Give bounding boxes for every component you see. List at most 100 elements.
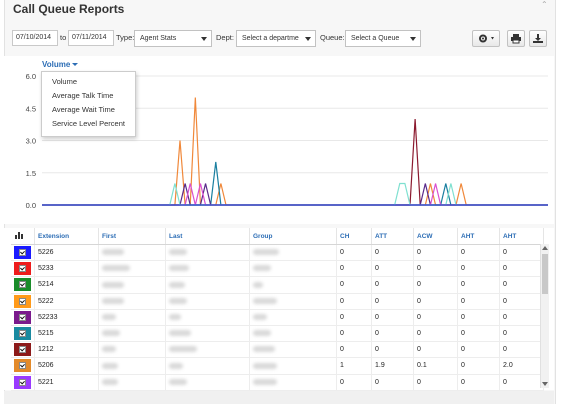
series-checkbox[interactable]	[19, 313, 26, 321]
table-row[interactable]: 5206 1 1.9 0.1 0 2.0	[11, 357, 544, 375]
dept-select[interactable]: Select a departme	[236, 30, 316, 47]
series-checkbox[interactable]	[19, 249, 26, 257]
print-button[interactable]	[507, 30, 525, 47]
table-row[interactable]: 1212 0 0 0 0 0	[11, 341, 544, 359]
metric-menu-item-volume[interactable]: Volume	[52, 77, 78, 86]
bottom-bar	[4, 391, 554, 404]
series-color-swatch[interactable]	[11, 341, 35, 359]
cell-group-redacted	[249, 260, 337, 278]
cell-last-redacted	[165, 260, 250, 278]
col-group[interactable]: Group	[249, 228, 337, 245]
cell-first-redacted	[98, 276, 166, 294]
cell-last-redacted	[165, 309, 250, 326]
series-color-swatch[interactable]	[11, 309, 35, 326]
cell-ch: 0	[336, 341, 372, 359]
table-row[interactable]: 5226 0 0 0 0 0	[11, 244, 544, 262]
series-color-swatch[interactable]	[11, 357, 35, 375]
cell-ch: 1	[336, 357, 372, 375]
metric-menu-item-avg-talk-time[interactable]: Average Talk Time	[52, 91, 114, 100]
series-checkbox[interactable]	[19, 330, 26, 338]
collapse-icon[interactable]: ⌃	[541, 0, 548, 9]
col-extension[interactable]: Extension	[34, 228, 99, 245]
series-checkbox[interactable]	[19, 362, 26, 370]
col-ch[interactable]: CH	[336, 228, 372, 245]
series-checkbox[interactable]	[19, 281, 26, 289]
scroll-up-icon[interactable]	[542, 246, 548, 250]
table-row[interactable]: 5233 0 0 0 0 0	[11, 260, 544, 278]
type-select[interactable]: Agent Stats	[134, 30, 212, 47]
col-aht[interactable]: AHT	[457, 228, 500, 245]
series-checkbox[interactable]	[19, 297, 26, 305]
cell-aht-2: 0	[499, 374, 544, 391]
metric-menu-item-avg-wait-time[interactable]: Average Wait Time	[52, 105, 115, 114]
cell-acw: 0	[413, 374, 458, 391]
scrollbar-thumb[interactable]	[542, 254, 548, 294]
col-aht-2[interactable]: AHT	[499, 228, 544, 245]
series-color-swatch[interactable]	[11, 293, 35, 310]
cell-ch: 0	[336, 293, 372, 310]
queue-select[interactable]: Select a Queue	[345, 30, 421, 47]
settings-button[interactable]	[472, 30, 500, 47]
series-color-swatch[interactable]	[11, 276, 35, 294]
cell-group-redacted	[249, 276, 337, 294]
cell-aht: 0	[457, 374, 500, 391]
chevron-down-icon	[72, 63, 79, 67]
cell-acw: 0	[413, 309, 458, 326]
table-row[interactable]: 5221 0 0 0 0 0	[11, 374, 544, 391]
cell-ch: 0	[336, 276, 372, 294]
series-checkbox[interactable]	[19, 378, 26, 386]
dept-label: Dept:	[216, 33, 234, 42]
series-checkbox[interactable]	[19, 346, 26, 354]
cell-aht-2: 2.0	[499, 357, 544, 375]
table-row[interactable]: 5214 0 0 0 0 0	[11, 276, 544, 294]
cell-aht: 0	[457, 260, 500, 278]
cell-aht: 0	[457, 276, 500, 294]
cell-group-redacted	[249, 357, 337, 375]
table-row[interactable]: 5222 0 0 0 0 0	[11, 293, 544, 310]
chart-toggle-header[interactable]	[11, 228, 35, 245]
cell-aht-2: 0	[499, 309, 544, 326]
cell-ch: 0	[336, 325, 372, 343]
series-color-swatch[interactable]	[11, 374, 35, 391]
color-swatch	[14, 375, 31, 389]
metric-dropdown[interactable]: Volume	[42, 60, 79, 69]
series-color-swatch[interactable]	[11, 260, 35, 278]
type-select-value: Agent Stats	[140, 35, 177, 42]
cell-aht: 0	[457, 293, 500, 310]
col-att[interactable]: ATT	[371, 228, 414, 245]
col-acw[interactable]: ACW	[413, 228, 458, 245]
table-row[interactable]: 52233 0 0 0 0 0	[11, 309, 544, 326]
cell-group-redacted	[249, 244, 337, 262]
date-to-input[interactable]: 07/11/2014	[68, 30, 114, 46]
scroll-down-icon[interactable]	[542, 382, 548, 386]
series-line	[42, 183, 548, 206]
bar-chart-icon	[15, 232, 23, 239]
cell-acw: 0	[413, 325, 458, 343]
cell-aht: 0	[457, 244, 500, 262]
table-row[interactable]: 5215 0 0 0 0 0	[11, 325, 544, 343]
metric-menu-item-service-level[interactable]: Service Level Percent	[52, 119, 125, 128]
cell-group-redacted	[249, 374, 337, 391]
y-tick-label: 1.5	[26, 169, 36, 178]
cell-extension: 5226	[34, 244, 99, 262]
cell-ch: 0	[336, 260, 372, 278]
download-button[interactable]	[529, 30, 547, 47]
series-color-swatch[interactable]	[11, 244, 35, 262]
cell-att: 0	[371, 244, 414, 262]
series-checkbox[interactable]	[19, 265, 26, 273]
cell-last-redacted	[165, 341, 250, 359]
cell-att: 0	[371, 276, 414, 294]
cell-ch: 0	[336, 374, 372, 391]
cell-att: 0	[371, 374, 414, 391]
color-swatch	[14, 246, 31, 260]
col-last[interactable]: Last	[165, 228, 250, 245]
table-scrollbar[interactable]	[540, 244, 549, 388]
cell-aht: 0	[457, 357, 500, 375]
color-swatch	[14, 278, 31, 292]
cell-att: 0	[371, 260, 414, 278]
date-from-input[interactable]: 07/10/2014	[12, 30, 58, 46]
agent-table: Extension First Last Group CH ATT ACW AH…	[11, 228, 544, 391]
col-first[interactable]: First	[98, 228, 166, 245]
series-color-swatch[interactable]	[11, 325, 35, 343]
cell-att: 0	[371, 293, 414, 310]
